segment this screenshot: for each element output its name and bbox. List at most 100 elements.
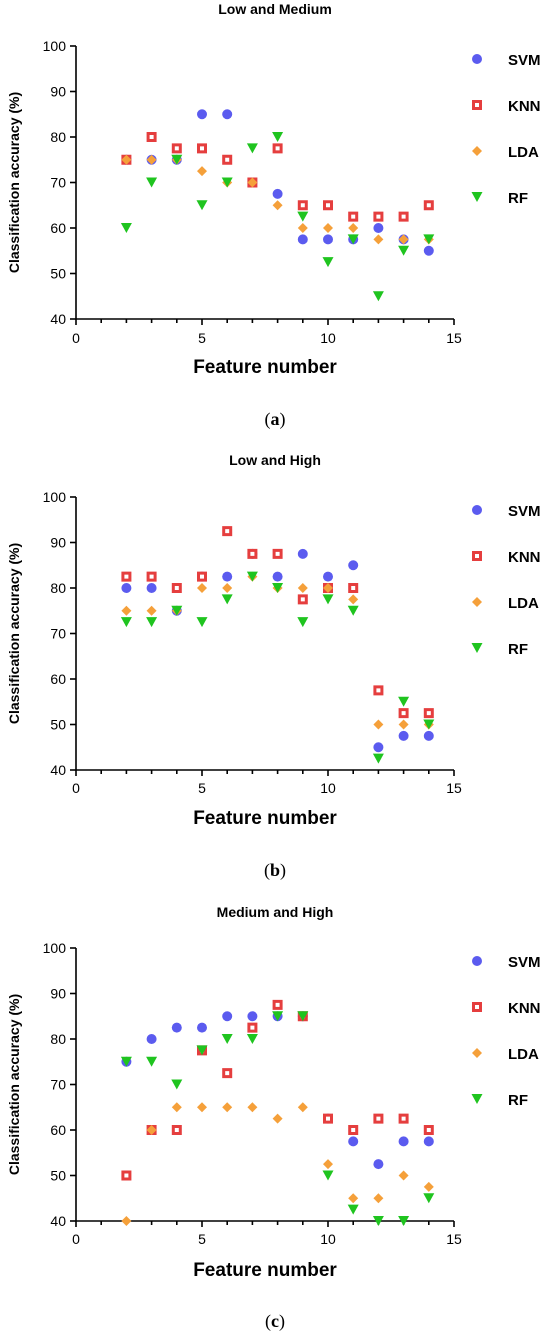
y-tick-label: 50: [50, 1168, 66, 1184]
data-point-knn: [171, 583, 182, 593]
y-tick-label: 70: [50, 626, 66, 642]
series-rf: [120, 1011, 435, 1226]
y-tick-label: 50: [50, 266, 66, 282]
data-point-lda: [197, 166, 207, 177]
chart-panel: Medium and High Classification accuracy (…: [6, 904, 541, 1332]
data-point-knn: [171, 143, 182, 154]
legend-label: RF: [508, 190, 528, 207]
legend-marker-lda: [472, 146, 482, 156]
legend-marker-knn: [472, 1002, 482, 1012]
data-point-rf: [372, 1216, 384, 1226]
data-point-svm: [348, 560, 359, 571]
data-point-lda: [146, 605, 157, 616]
data-point-svm: [272, 188, 283, 199]
data-point-svm: [297, 234, 308, 245]
data-point-svm: [348, 1136, 359, 1147]
data-point-lda: [121, 1216, 132, 1226]
data-point-svm: [247, 1011, 258, 1022]
data-point-rf: [120, 1056, 132, 1067]
data-point-svm: [398, 730, 409, 741]
data-point-lda: [247, 177, 258, 188]
data-point-lda: [373, 234, 384, 245]
data-point-svm: [121, 583, 132, 593]
data-point-knn: [121, 571, 132, 582]
data-point-knn: [171, 1125, 182, 1135]
data-point-lda: [222, 583, 233, 593]
data-point-knn: [348, 1125, 359, 1135]
data-point-svm: [423, 1136, 434, 1147]
legend-label: LDA: [508, 595, 539, 612]
data-point-svm: [398, 1136, 409, 1147]
data-point-svm: [373, 742, 384, 753]
data-point-rf: [398, 245, 410, 256]
series-knn: [121, 999, 434, 1181]
legend: SVM KNN LDA RF: [471, 503, 541, 658]
data-point-rf: [146, 177, 158, 188]
data-point-rf: [196, 617, 208, 628]
data-point-lda: [146, 154, 157, 165]
data-point-rf: [221, 177, 233, 188]
data-point-knn: [348, 211, 359, 222]
panel-label: (b): [264, 860, 286, 881]
y-tick-label: 80: [50, 129, 66, 145]
x-axis-label: Feature number: [193, 357, 337, 378]
x-tick-label: 15: [446, 330, 462, 346]
data-point-svm: [423, 245, 434, 256]
x-tick-label: 15: [446, 1231, 462, 1247]
data-point-knn: [121, 1170, 132, 1181]
chart-panel: Low and High Classification accuracy (%) 4…: [6, 452, 541, 881]
y-tick-label: 40: [50, 762, 66, 778]
data-point-lda: [373, 1193, 384, 1204]
data-point-lda: [121, 605, 132, 616]
data-point-rf: [120, 223, 132, 233]
data-point-rf: [196, 200, 208, 211]
legend: SVM KNN LDA RF: [471, 954, 541, 1109]
legend-marker-svm: [472, 505, 482, 515]
data-point-rf: [246, 143, 258, 154]
y-tick-label: 60: [50, 220, 66, 236]
data-point-knn: [197, 571, 207, 582]
data-point-rf: [423, 719, 435, 730]
data-point-rf: [297, 1011, 309, 1022]
y-tick-label: 90: [50, 986, 66, 1002]
data-point-lda: [323, 223, 333, 233]
legend-marker-rf: [471, 192, 483, 202]
chart-title: Low and Medium: [218, 1, 332, 17]
data-point-rf: [120, 617, 132, 628]
data-point-svm: [272, 571, 283, 582]
data-point-rf: [398, 1216, 410, 1226]
data-point-svm: [323, 234, 333, 245]
data-point-svm: [297, 548, 308, 559]
data-point-rf: [423, 1193, 435, 1204]
legend-marker-svm: [472, 956, 482, 966]
data-point-lda: [121, 154, 132, 165]
data-point-rf: [272, 1011, 284, 1022]
data-point-knn: [323, 200, 333, 211]
data-point-lda: [398, 234, 409, 245]
data-point-lda: [197, 1102, 207, 1113]
y-tick-label: 60: [50, 671, 66, 687]
series-knn: [121, 526, 434, 719]
data-point-knn: [272, 548, 283, 559]
axis-lines: [75, 46, 454, 320]
data-point-lda: [272, 200, 283, 211]
y-tick-label: 90: [50, 84, 66, 100]
y-tick-label: 100: [43, 940, 67, 956]
data-point-knn: [197, 143, 207, 154]
data-point-rf: [347, 1204, 359, 1215]
series-svm: [121, 548, 434, 753]
data-point-knn: [398, 211, 409, 222]
data-point-lda: [272, 1113, 283, 1124]
data-point-lda: [297, 223, 308, 233]
x-tick-label: 10: [320, 780, 336, 796]
data-point-lda: [348, 594, 359, 605]
data-point-lda: [323, 583, 333, 593]
x-tick-label: 5: [198, 330, 206, 346]
data-point-rf: [322, 594, 334, 605]
data-point-svm: [171, 1022, 182, 1033]
data-point-svm: [373, 1159, 384, 1170]
legend-label: RF: [508, 641, 528, 658]
data-point-svm: [197, 109, 207, 120]
series-svm: [121, 109, 434, 256]
y-tick-label: 70: [50, 175, 66, 191]
